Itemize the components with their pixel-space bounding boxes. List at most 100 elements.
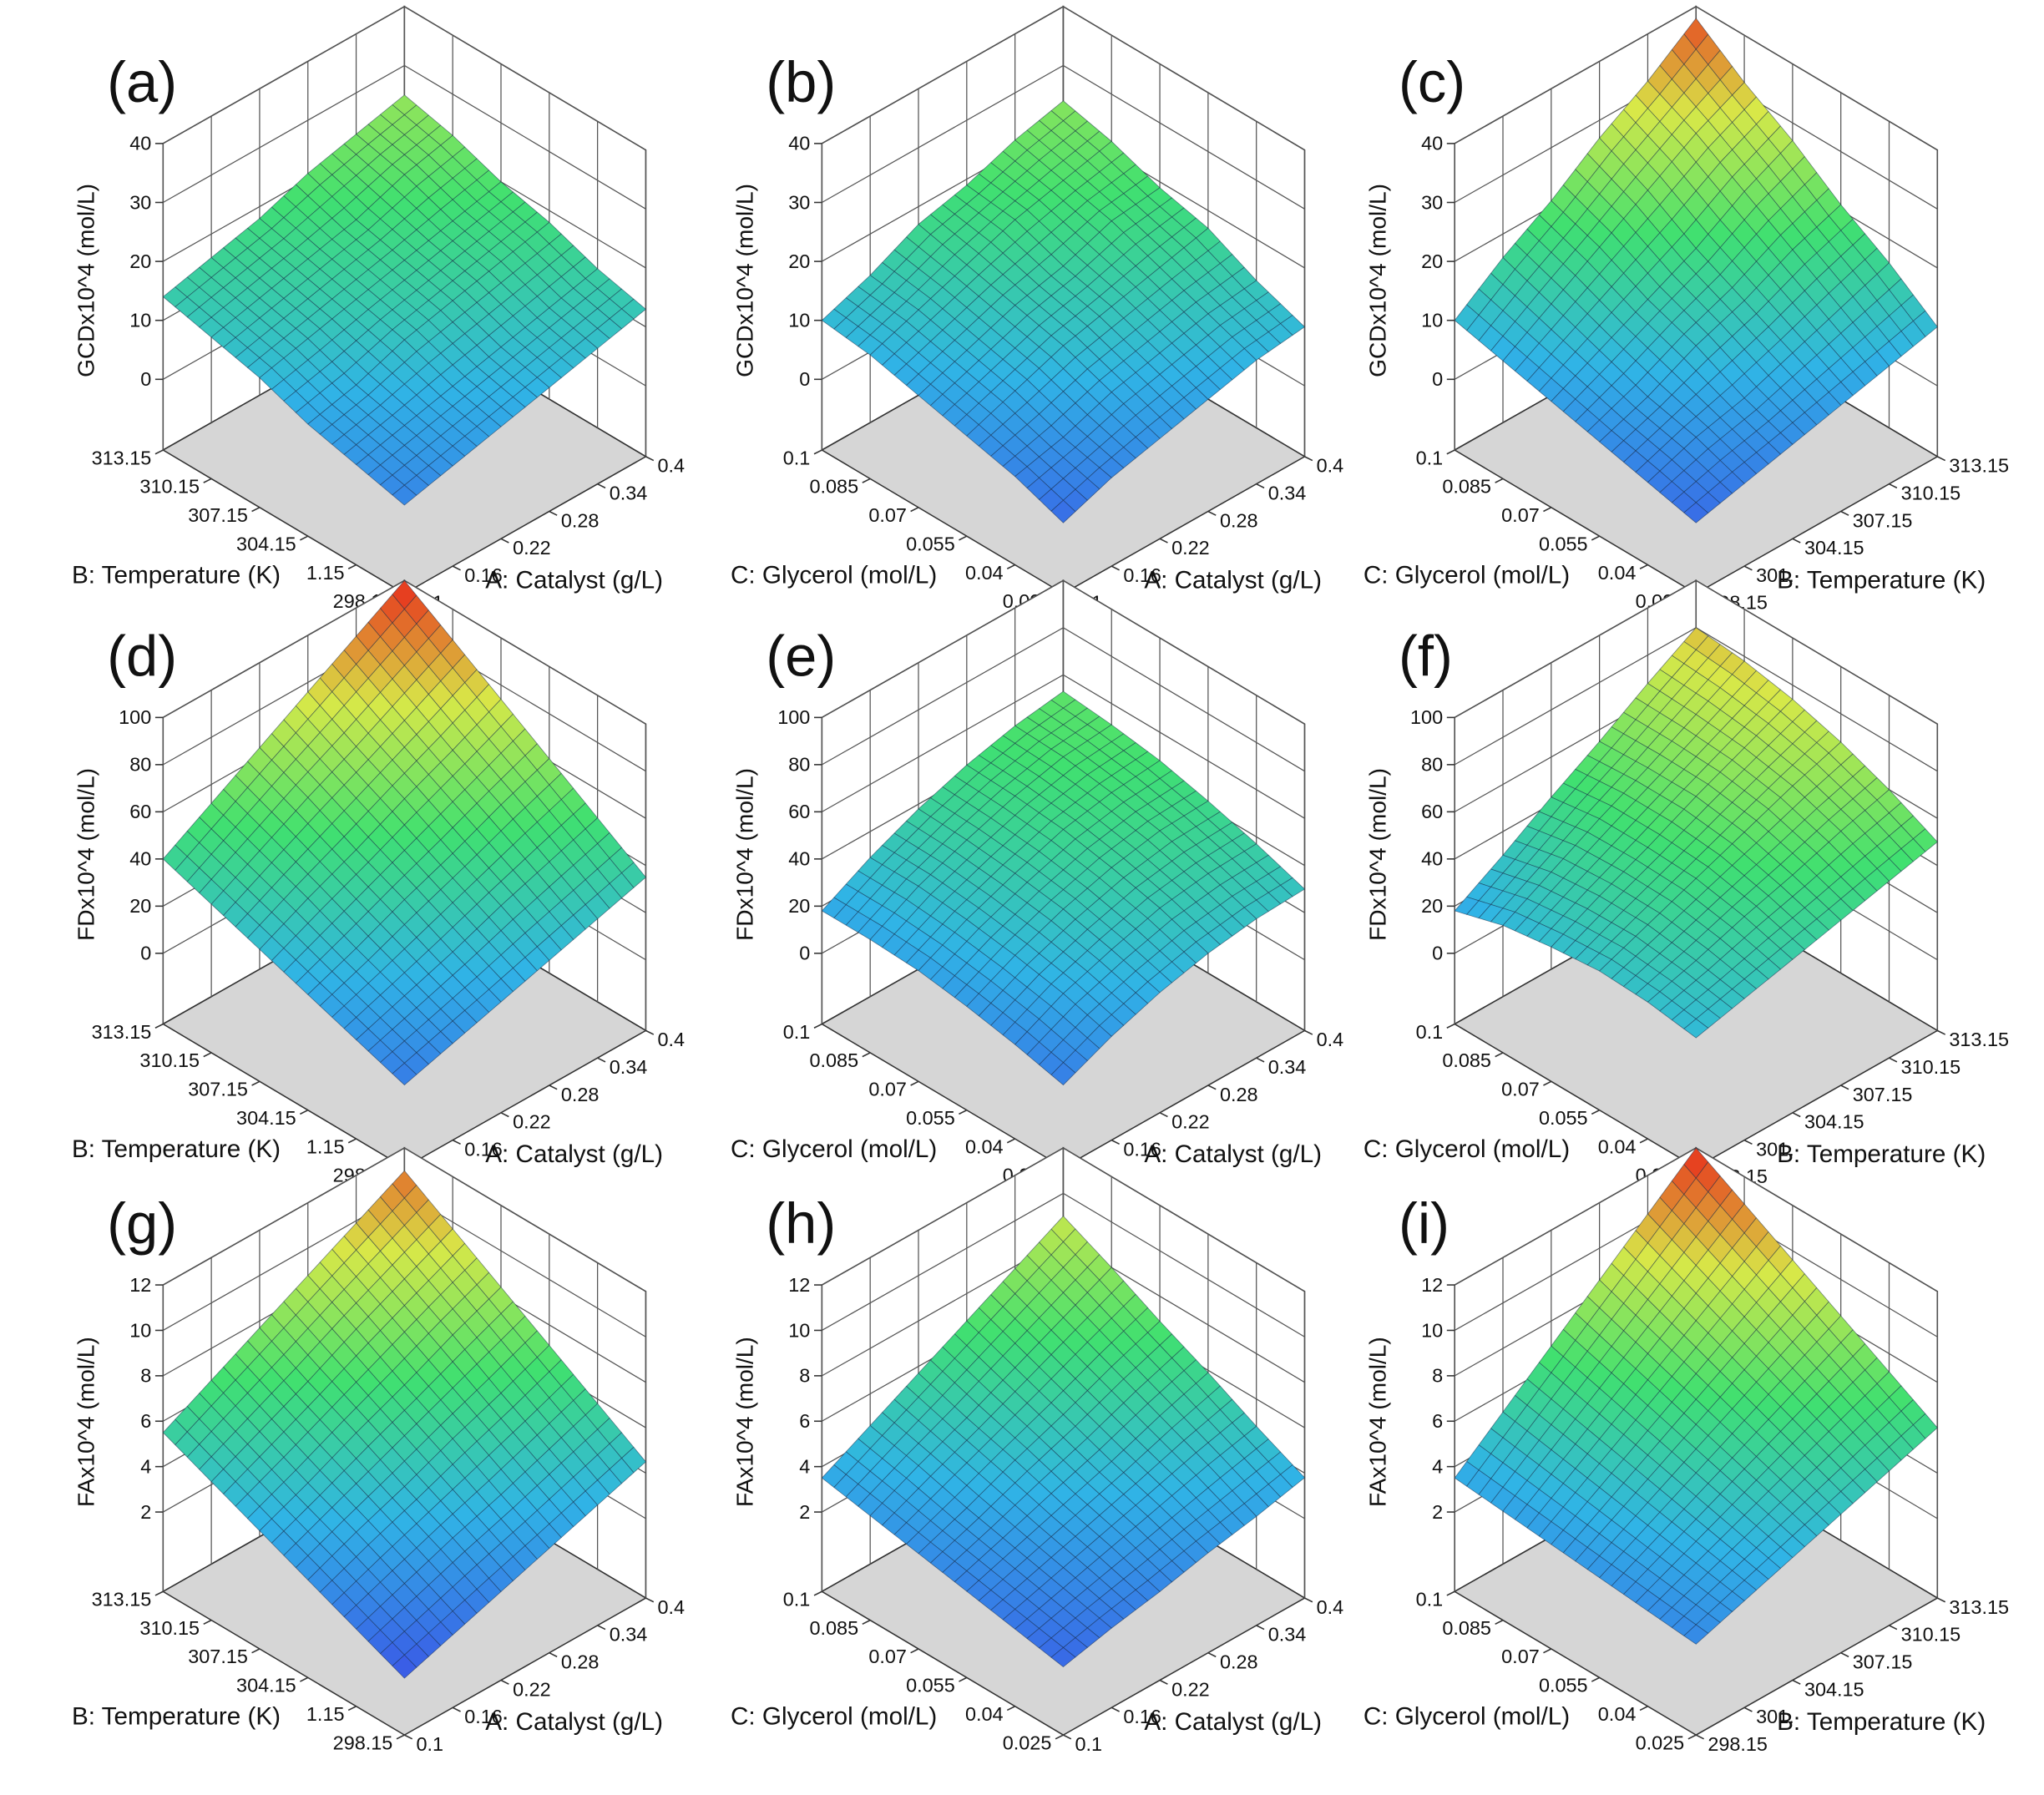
z-tick-label: 10	[788, 310, 810, 331]
y-tick-label: 307.15	[1853, 509, 1913, 531]
x-tick	[813, 449, 822, 455]
y-tick-label: 307.15	[1853, 1084, 1913, 1105]
x-tick-label: 0.04	[965, 562, 1004, 584]
x-axis-title: C: Glycerol (mol/L)	[731, 1135, 937, 1163]
z-tick-label: 80	[129, 754, 151, 776]
x-axis-title: C: Glycerol (mol/L)	[1364, 1703, 1570, 1731]
y-axis-title: A: Catalyst (g/L)	[485, 1708, 663, 1736]
y-tick	[452, 1139, 461, 1145]
y-tick-label: 0.34	[610, 482, 648, 503]
y-tick-label: 0.28	[561, 1651, 600, 1672]
x-tick-label: 298.15	[333, 1732, 393, 1753]
y-tick	[452, 1707, 461, 1712]
surface-cell	[1050, 499, 1076, 523]
x-tick-label: 0.025	[1636, 1732, 1685, 1753]
x-tick	[154, 1590, 164, 1596]
x-tick	[203, 1052, 212, 1058]
x-tick	[1639, 1138, 1648, 1144]
x-tick	[959, 1676, 968, 1682]
x-tick-label: 0.1	[1416, 447, 1444, 468]
x-tick-label: 1.15	[306, 562, 345, 584]
panel: 0102030400.0250.040.0550.070.0850.10.10.…	[731, 5, 1343, 614]
x-tick	[251, 1648, 261, 1654]
y-tick	[645, 1029, 655, 1035]
z-tick-label: 40	[1421, 848, 1443, 870]
x-tick-label: 0.1	[783, 1021, 811, 1043]
y-tick-label: 298.15	[1708, 1733, 1768, 1755]
z-tick-label: 20	[1421, 895, 1443, 917]
y-tick	[1111, 1707, 1120, 1712]
z-tick-label: 40	[129, 848, 151, 870]
y-tick	[452, 565, 461, 571]
x-tick-label: 0.085	[810, 1049, 859, 1071]
x-tick-label: 1.15	[306, 1703, 345, 1725]
x-tick-label: 304.15	[236, 533, 296, 554]
y-tick	[597, 483, 606, 489]
z-tick-label: 60	[788, 801, 810, 822]
x-tick-label: 0.04	[1598, 562, 1637, 584]
x-tick-label: 0.04	[1598, 1703, 1637, 1725]
z-tick-label: 20	[788, 250, 810, 272]
grid-line	[163, 64, 646, 210]
panel: 0102030400.0250.040.0550.070.0850.1298.1…	[1364, 5, 2009, 614]
y-tick-label: 301.	[1756, 564, 1794, 586]
x-tick	[347, 1706, 357, 1712]
y-axis-title: A: Catalyst (g/L)	[485, 567, 663, 594]
y-tick	[1792, 1679, 1801, 1685]
z-tick-label: 100	[119, 706, 151, 728]
z-tick-label: 2	[140, 1501, 151, 1523]
y-tick-label: 0.22	[513, 537, 551, 559]
x-tick-label: 0.1	[783, 1588, 811, 1610]
x-tick-label: 0.04	[965, 1703, 1004, 1725]
z-axis-title: FAx10^4 (mol/L)	[1364, 1337, 1390, 1507]
y-tick	[1792, 1112, 1801, 1118]
panel-label: (i)	[1399, 1191, 1450, 1256]
x-tick-label: 307.15	[188, 504, 248, 526]
y-tick	[1111, 565, 1120, 571]
x-tick	[300, 1676, 309, 1682]
x-tick	[813, 1590, 822, 1596]
y-tick	[500, 538, 509, 544]
y-tick-label: 0.16	[464, 1138, 503, 1160]
y-tick	[1936, 456, 1946, 462]
y-tick-label: 0.1	[416, 1733, 443, 1755]
x-tick	[1591, 1109, 1600, 1115]
y-axis-title: A: Catalyst (g/L)	[1144, 1140, 1322, 1168]
z-tick-label: 4	[140, 1455, 151, 1477]
z-tick-label: 4	[1432, 1455, 1443, 1477]
panel-label: (g)	[107, 1191, 177, 1256]
x-tick	[910, 1080, 919, 1086]
z-tick-label: 40	[129, 133, 151, 154]
y-tick	[1159, 1679, 1168, 1685]
panel-label: (b)	[766, 50, 836, 114]
z-tick-label: 10	[1421, 310, 1443, 331]
x-tick-label: 0.07	[868, 1646, 907, 1667]
x-tick	[813, 1023, 822, 1029]
y-tick	[1304, 1597, 1313, 1603]
y-tick-label: 0.28	[1220, 1084, 1258, 1105]
z-tick-label: 0	[140, 943, 151, 964]
z-tick-label: 6	[799, 1410, 810, 1432]
x-tick-label: 0.055	[906, 533, 955, 554]
y-tick-label: 304.15	[1804, 1678, 1864, 1700]
x-tick	[347, 1138, 357, 1144]
z-axis-title: FDx10^4 (mol/L)	[732, 768, 758, 941]
z-tick-label: 8	[140, 1365, 151, 1387]
z-tick-label: 0	[799, 943, 810, 964]
y-tick-label: 313.15	[1949, 1029, 2009, 1050]
y-tick	[1159, 538, 1168, 544]
z-tick-label: 20	[788, 895, 810, 917]
y-tick	[1889, 483, 1898, 489]
panel: 0204060801000.0250.040.0550.070.0850.129…	[1364, 579, 2009, 1187]
panel-label: (a)	[107, 50, 177, 114]
panel-label: (c)	[1399, 50, 1465, 114]
z-tick-label: 40	[788, 848, 810, 870]
y-tick	[549, 1085, 558, 1090]
x-tick-label: 313.15	[92, 1021, 152, 1043]
x-tick-label: 0.07	[868, 504, 907, 526]
panel-label: (e)	[766, 624, 836, 688]
x-tick-label: 0.085	[1442, 1049, 1491, 1071]
panel: 2 4 6 8 10 12 298.15 1.15 304.15 307.15 310.15 313.…	[72, 1146, 685, 1755]
z-tick-label: 60	[1421, 801, 1443, 822]
x-tick-label: 0.055	[1539, 1107, 1588, 1129]
